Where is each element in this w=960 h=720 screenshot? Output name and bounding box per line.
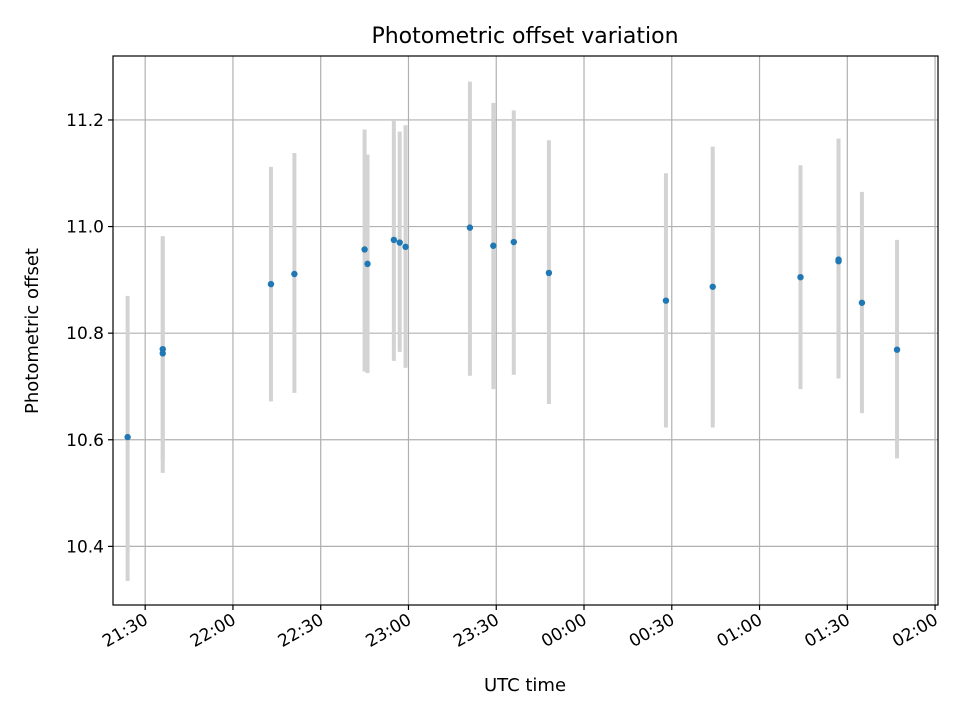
data-point bbox=[893, 346, 901, 353]
data-point bbox=[361, 246, 368, 253]
data-point bbox=[124, 433, 131, 441]
data-point bbox=[835, 258, 842, 265]
data-point bbox=[709, 283, 716, 290]
y-tick-label: 10.6 bbox=[66, 431, 104, 451]
chart-title: Photometric offset variation bbox=[371, 24, 678, 49]
data-point bbox=[159, 345, 166, 353]
axes-frame bbox=[112, 55, 939, 606]
point-layer bbox=[124, 224, 901, 441]
x-axis-label: UTC time bbox=[484, 675, 566, 696]
data-point bbox=[390, 236, 398, 244]
data-point bbox=[396, 239, 403, 246]
data-point bbox=[267, 280, 275, 288]
data-point bbox=[545, 269, 553, 277]
data-point bbox=[364, 260, 371, 268]
data-point bbox=[466, 224, 474, 231]
y-tick-label: 11.2 bbox=[66, 111, 104, 131]
data-point bbox=[402, 243, 409, 251]
data-point bbox=[490, 242, 497, 249]
data-point bbox=[291, 270, 298, 278]
y-tick-label: 11.0 bbox=[66, 218, 104, 238]
data-point bbox=[858, 299, 866, 306]
data-point bbox=[510, 238, 517, 246]
data-point bbox=[797, 273, 804, 281]
data-point bbox=[662, 297, 670, 304]
y-tick-label: 10.8 bbox=[66, 324, 104, 344]
y-tick-label: 10.4 bbox=[66, 537, 104, 557]
y-axis-label: Photometric offset bbox=[22, 248, 43, 414]
